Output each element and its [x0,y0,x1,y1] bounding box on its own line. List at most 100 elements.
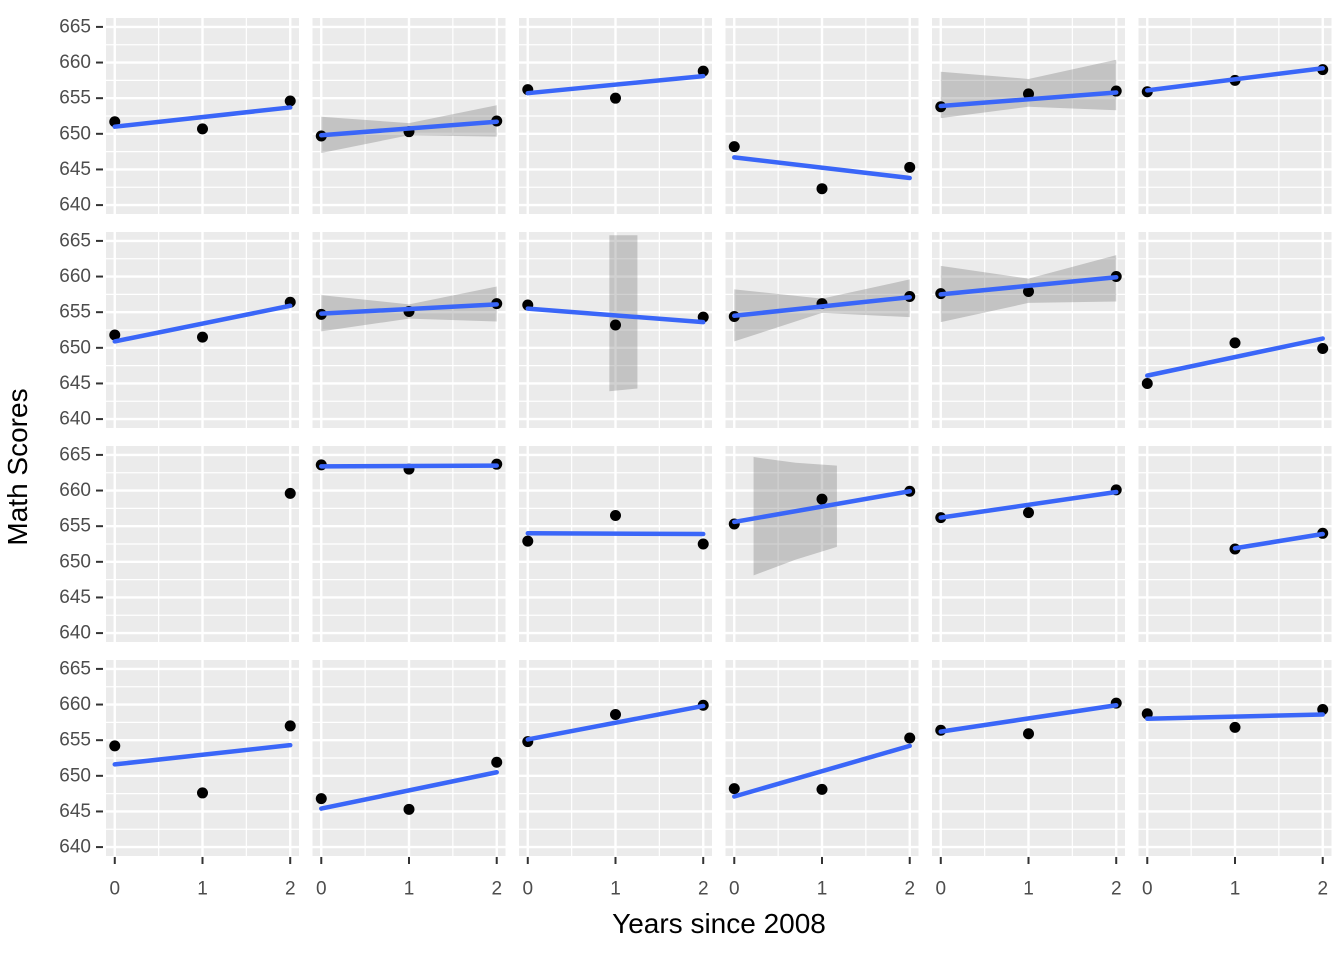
facet-panel-r1c5 [932,18,1125,214]
y-tick-label: 645 [59,159,91,180]
y-tick-label: 645 [59,801,91,822]
data-point [284,720,296,732]
facet-panel-r1c6 [1138,18,1332,214]
y-tick-label: 660 [59,52,91,73]
regression-line [938,275,1119,297]
data-point [1229,721,1241,733]
facet-panel-r3c3 [519,446,712,642]
x-tick-label: 1 [817,879,828,900]
regression-line [938,703,1119,734]
data-point [1317,343,1329,355]
y-tick-label: 650 [59,551,91,572]
x-tick-label: 0 [935,879,946,900]
facet-panel-r1c2 [312,18,506,214]
facet-panel-r3c1 [106,446,299,642]
regression-line [1232,531,1325,551]
data-point [109,740,121,752]
data-point [728,783,740,795]
y-tick-label: 660 [59,480,91,501]
facet-panel-r3c5 [932,446,1125,642]
data-point [197,123,208,135]
facet-panel-r4c6 [1138,660,1332,856]
data-point [197,787,208,799]
facet-panel-r4c2 [312,660,506,856]
x-axis-title: Years since 2008 [612,908,826,939]
data-point [610,509,621,521]
x-tick-label: 1 [1230,879,1241,900]
x-tick-label: 0 [316,879,327,900]
facet-panel-r2c3 [519,232,712,428]
facet-panel-r4c5 [932,660,1125,856]
data-point [1023,88,1034,100]
data-point [284,95,296,107]
data-point [197,331,208,343]
x-tick-label: 1 [1023,879,1034,900]
y-tick-label: 655 [59,88,91,109]
y-tick-label: 660 [59,266,91,287]
regression-line [112,303,293,344]
confidence-band [753,457,837,576]
regression-line [319,770,499,811]
data-point [728,141,740,153]
y-tick-label: 665 [59,230,91,251]
x-tick-label: 0 [729,879,740,900]
data-point [904,732,916,744]
facet-panel-r2c1 [106,232,299,428]
data-point [1317,704,1329,716]
regression-line [732,155,912,181]
y-tick-label: 650 [59,123,91,144]
regression-line [938,489,1119,520]
regression-line [525,73,706,96]
y-tick-label: 665 [59,658,91,679]
facet-panel-r4c3 [519,660,712,856]
regression-line [938,90,1119,109]
facet-panel-r1c3 [519,18,712,214]
regression-line [525,531,706,537]
data-point [284,487,296,499]
data-point [522,535,534,547]
regression-line [319,302,499,316]
y-tick-label: 660 [59,694,91,715]
y-tick-label: 665 [59,444,91,465]
x-tick-label: 1 [610,879,621,900]
x-tick-label: 0 [1142,879,1153,900]
y-tick-label: 645 [59,373,91,394]
facet-panel-r4c4 [725,660,919,856]
facet-panel-r2c4 [725,232,919,428]
regression-line [112,742,293,767]
data-point [1023,728,1034,740]
facet-panel-r3c6 [1138,446,1332,642]
data-point [1229,337,1241,349]
regression-line [732,743,912,799]
data-point [403,803,415,815]
y-tick-label: 650 [59,765,91,786]
y-tick-label: 655 [59,302,91,323]
data-point [610,92,621,104]
facet-panel-r4c1 [106,660,299,856]
y-tick-label: 655 [59,730,91,751]
facet-panel-r2c5 [932,232,1125,428]
x-tick-label: 2 [1111,879,1122,900]
x-tick-label: 2 [698,879,709,900]
data-point [315,793,327,805]
data-point [904,161,916,173]
y-tick-label: 665 [59,16,91,37]
facet-panel-r2c2 [312,232,506,428]
y-tick-label: 640 [59,195,91,216]
confidence-band [734,279,910,342]
data-point [491,756,503,768]
y-tick-label: 645 [59,587,91,608]
x-tick-label: 0 [109,879,120,900]
y-tick-label: 640 [59,409,91,430]
x-tick-label: 2 [904,879,915,900]
x-tick-label: 2 [1317,879,1328,900]
x-tick-label: 1 [197,879,208,900]
regression-line [112,105,293,129]
facet-panel-r2c6 [1138,232,1332,428]
y-tick-label: 655 [59,516,91,537]
x-tick-label: 0 [522,879,533,900]
regression-line [1145,65,1325,93]
regression-line [319,119,499,138]
facet-panel-r1c4 [725,18,919,214]
